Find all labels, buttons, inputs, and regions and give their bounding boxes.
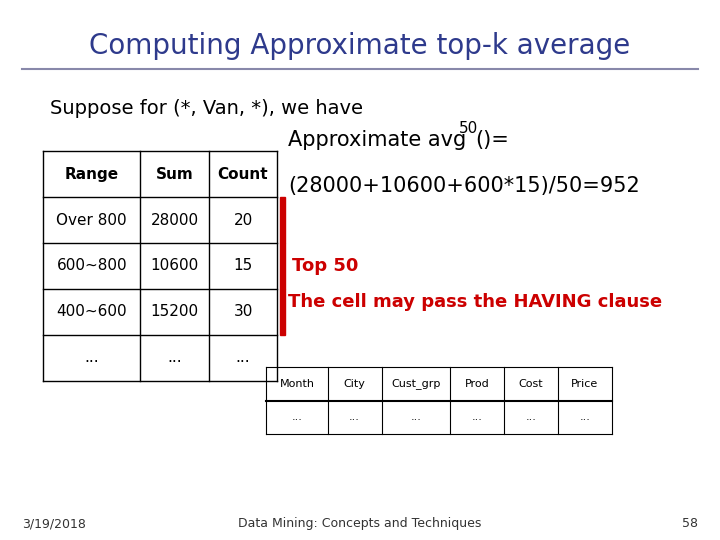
Text: ...: ... — [235, 350, 251, 365]
Text: The cell may pass the HAVING clause: The cell may pass the HAVING clause — [288, 293, 662, 312]
Text: ()=: ()= — [475, 130, 509, 151]
Text: Month: Month — [279, 379, 315, 389]
Text: ...: ... — [580, 413, 590, 422]
Text: Over 800: Over 800 — [56, 213, 127, 227]
Text: 15200: 15200 — [150, 305, 199, 319]
Text: ...: ... — [349, 413, 360, 422]
Text: Suppose for (*, Van, *), we have: Suppose for (*, Van, *), we have — [50, 98, 364, 118]
Text: Top 50: Top 50 — [292, 257, 359, 275]
Bar — [280, 289, 285, 335]
Text: ...: ... — [526, 413, 536, 422]
Text: 58: 58 — [683, 517, 698, 530]
Text: Approximate avg: Approximate avg — [288, 130, 467, 151]
Bar — [280, 197, 285, 243]
Text: Computing Approximate top-k average: Computing Approximate top-k average — [89, 32, 631, 60]
Text: 3/19/2018: 3/19/2018 — [22, 517, 86, 530]
Text: 28000: 28000 — [150, 213, 199, 227]
Text: 50: 50 — [459, 121, 479, 136]
Text: 400~600: 400~600 — [56, 305, 127, 319]
Text: Price: Price — [572, 379, 598, 389]
Text: 600~800: 600~800 — [56, 259, 127, 273]
Text: ...: ... — [410, 413, 421, 422]
Text: Sum: Sum — [156, 167, 194, 181]
Text: (28000+10600+600*15)/50=952: (28000+10600+600*15)/50=952 — [288, 176, 640, 197]
Text: Cost: Cost — [518, 379, 544, 389]
Text: Data Mining: Concepts and Techniques: Data Mining: Concepts and Techniques — [238, 517, 482, 530]
Text: ...: ... — [167, 350, 182, 365]
Text: Cust_grp: Cust_grp — [391, 379, 441, 389]
Text: Range: Range — [65, 167, 119, 181]
Text: ...: ... — [292, 413, 302, 422]
Text: ...: ... — [472, 413, 482, 422]
Text: 20: 20 — [233, 213, 253, 227]
Text: 30: 30 — [233, 305, 253, 319]
Text: Count: Count — [217, 167, 269, 181]
Text: 10600: 10600 — [150, 259, 199, 273]
Text: 15: 15 — [233, 259, 253, 273]
Text: Prod: Prod — [464, 379, 490, 389]
Text: ...: ... — [84, 350, 99, 365]
Bar — [280, 243, 285, 289]
Text: City: City — [343, 379, 366, 389]
